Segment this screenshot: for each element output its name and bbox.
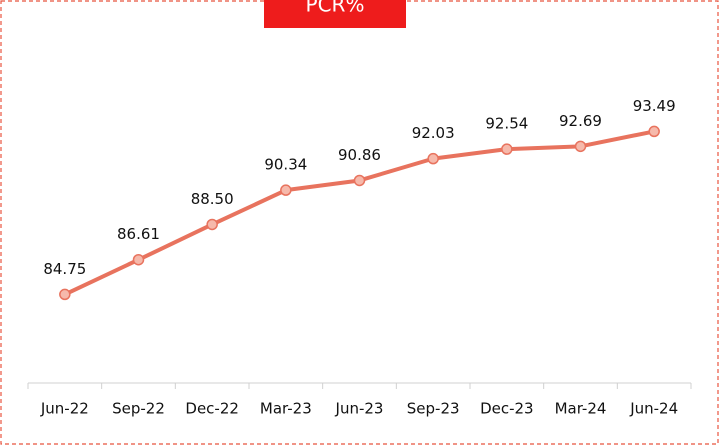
point — [648, 125, 660, 138]
x-tick-label: Dec-23 — [480, 400, 534, 418]
point — [574, 140, 587, 153]
point — [280, 184, 292, 196]
data-label: 88.50 — [191, 190, 234, 208]
x-tick-label: Jun-23 — [335, 400, 384, 418]
data-label: 90.34 — [264, 156, 307, 174]
point — [132, 253, 145, 266]
point — [427, 152, 439, 165]
data-label: 92.54 — [485, 115, 528, 133]
point — [206, 218, 218, 231]
x-tick-label: Sep-23 — [407, 400, 460, 418]
data-label: 92.03 — [412, 124, 455, 142]
data-label: 92.69 — [559, 112, 602, 130]
x-tick-label: Mar-24 — [555, 400, 607, 418]
chart-title: PCR% — [306, 0, 365, 17]
x-tick-label: Jun-24 — [629, 400, 678, 418]
data-label: 86.61 — [117, 225, 160, 243]
data-label: 90.86 — [338, 146, 381, 164]
x-tick-label: Sep-22 — [112, 400, 165, 418]
point — [59, 288, 71, 301]
data-label: 84.75 — [43, 260, 86, 278]
x-tick-label: Dec-22 — [185, 400, 239, 418]
point — [353, 174, 366, 187]
x-tick-label: Jun-22 — [40, 400, 89, 418]
x-tick-label: Mar-23 — [260, 400, 312, 418]
data-label: 93.49 — [633, 97, 676, 115]
point — [501, 143, 513, 155]
title-box — [264, 0, 406, 28]
